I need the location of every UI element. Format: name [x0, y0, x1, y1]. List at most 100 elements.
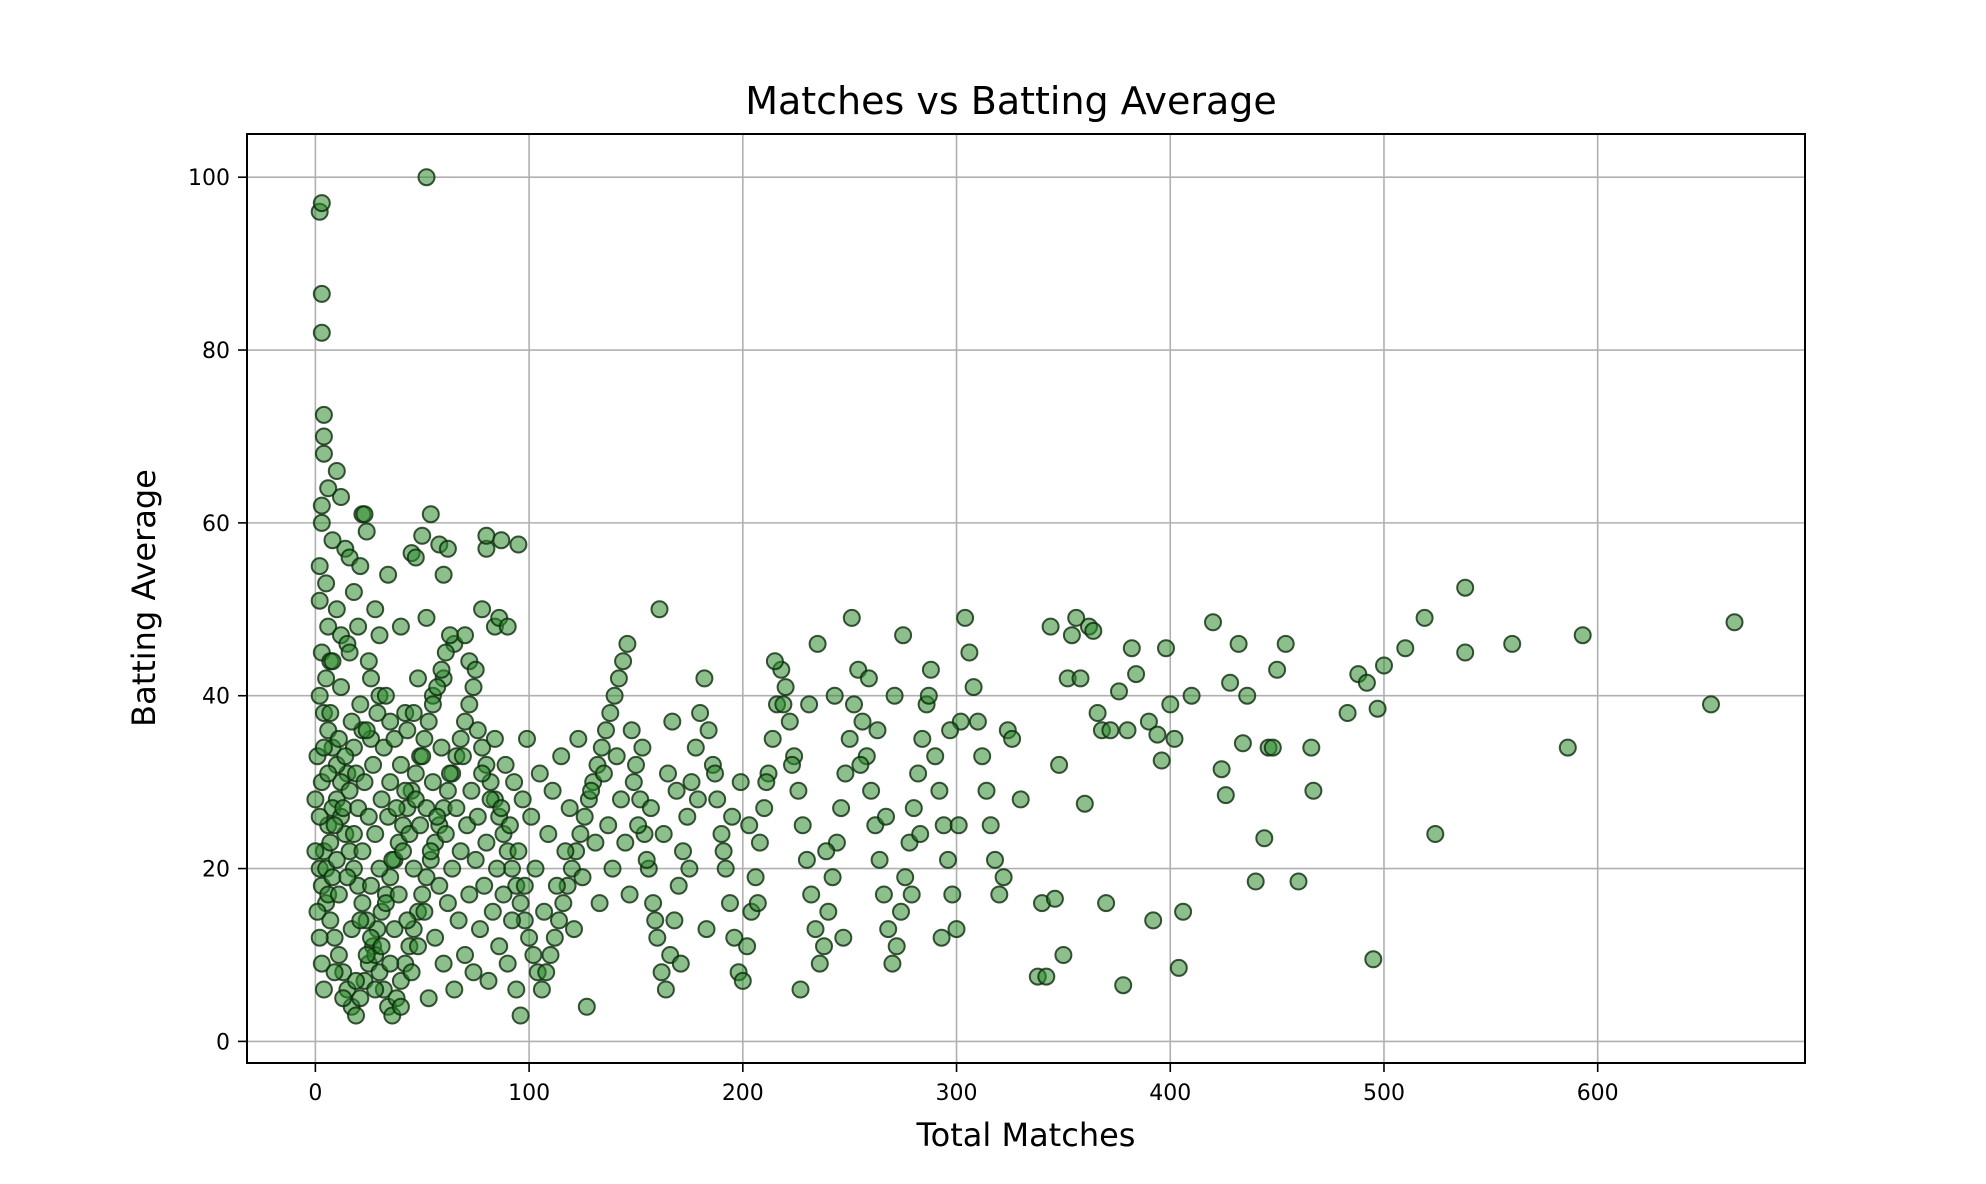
data-point: [451, 842, 470, 861]
data-point: [464, 963, 483, 982]
data-point: [344, 583, 363, 601]
data-point: [344, 825, 363, 843]
data-point: [432, 660, 451, 679]
data-point: [483, 902, 502, 921]
data-point: [842, 608, 861, 627]
y-tick-label: 60: [202, 512, 230, 537]
data-point: [398, 721, 417, 740]
data-point: [868, 721, 887, 740]
data-point: [321, 704, 340, 722]
data-point: [791, 980, 810, 999]
data-point: [800, 695, 819, 714]
data-point: [1174, 902, 1193, 921]
data-point: [947, 920, 966, 939]
data-point: [627, 755, 645, 774]
data-point: [312, 513, 331, 532]
data-point: [314, 738, 333, 757]
data-point: [351, 557, 370, 576]
data-point: [834, 928, 853, 947]
data-point: [1289, 872, 1308, 891]
data-point: [853, 712, 872, 731]
data-point: [1276, 634, 1295, 653]
data-point: [956, 608, 975, 627]
data-point: [473, 738, 492, 757]
data-point: [541, 946, 560, 964]
data-point: [919, 686, 938, 705]
data-point: [511, 894, 530, 913]
data-point: [1088, 704, 1107, 722]
data-point: [473, 600, 492, 619]
data-point: [509, 535, 528, 554]
data-point: [376, 894, 395, 913]
data-point: [571, 825, 590, 843]
data-point: [823, 868, 842, 887]
data-point: [977, 781, 996, 800]
data-point: [310, 928, 329, 947]
data-point: [1246, 872, 1265, 891]
data-point: [573, 868, 592, 887]
data-point: [874, 885, 893, 904]
data-point: [355, 773, 374, 792]
data-point: [582, 781, 601, 800]
data-point: [334, 799, 353, 818]
data-point: [1338, 704, 1357, 722]
data-point: [1302, 738, 1321, 757]
data-point: [597, 721, 615, 740]
data-point: [594, 764, 613, 783]
data-point: [932, 928, 951, 947]
data-point: [317, 669, 336, 688]
data-point: [659, 764, 677, 783]
data-point: [1097, 894, 1116, 913]
data-point: [391, 617, 410, 636]
data-point: [622, 721, 641, 740]
data-point: [423, 773, 442, 792]
data-point: [428, 678, 447, 697]
data-point: [1169, 958, 1188, 977]
data-point: [740, 816, 759, 835]
x-tick-label: 500: [1363, 1081, 1405, 1106]
data-point: [1212, 760, 1231, 779]
data-point: [913, 729, 932, 748]
data-point: [323, 531, 342, 550]
data-point: [757, 773, 776, 792]
data-point: [1110, 682, 1128, 701]
data-point: [372, 790, 391, 809]
y-axis-title: Batting Average: [125, 469, 163, 727]
data-point: [451, 729, 470, 748]
data-point: [789, 781, 808, 800]
data-point: [381, 712, 400, 731]
data-point: [421, 842, 440, 861]
data-point: [902, 885, 921, 904]
data-point: [417, 168, 436, 187]
data-point: [1152, 751, 1171, 770]
data-point: [554, 894, 573, 913]
data-point: [614, 652, 633, 671]
data-point: [477, 526, 496, 545]
data-point: [712, 825, 731, 843]
data-point: [479, 971, 498, 990]
data-point: [404, 859, 423, 878]
data-point: [520, 928, 539, 947]
data-point: [432, 738, 451, 757]
data-point: [1067, 608, 1086, 627]
data-point: [1233, 734, 1252, 753]
y-tick-label: 100: [188, 166, 230, 191]
x-tick-label: 200: [722, 1081, 764, 1106]
data-point: [413, 885, 432, 904]
data-point: [1118, 721, 1137, 740]
data-point: [644, 894, 663, 913]
x-axis-title: Total Matches: [916, 1116, 1136, 1154]
data-point: [321, 911, 340, 930]
data-point: [616, 833, 635, 852]
data-point: [1139, 712, 1158, 731]
data-point: [802, 885, 821, 904]
data-point: [939, 850, 957, 869]
data-point: [421, 505, 440, 524]
data-point: [413, 747, 432, 766]
data-point: [366, 825, 385, 843]
data-point: [447, 799, 466, 818]
data-point: [423, 695, 442, 714]
data-point: [387, 799, 406, 818]
data-point: [590, 894, 609, 913]
data-point: [624, 773, 643, 792]
